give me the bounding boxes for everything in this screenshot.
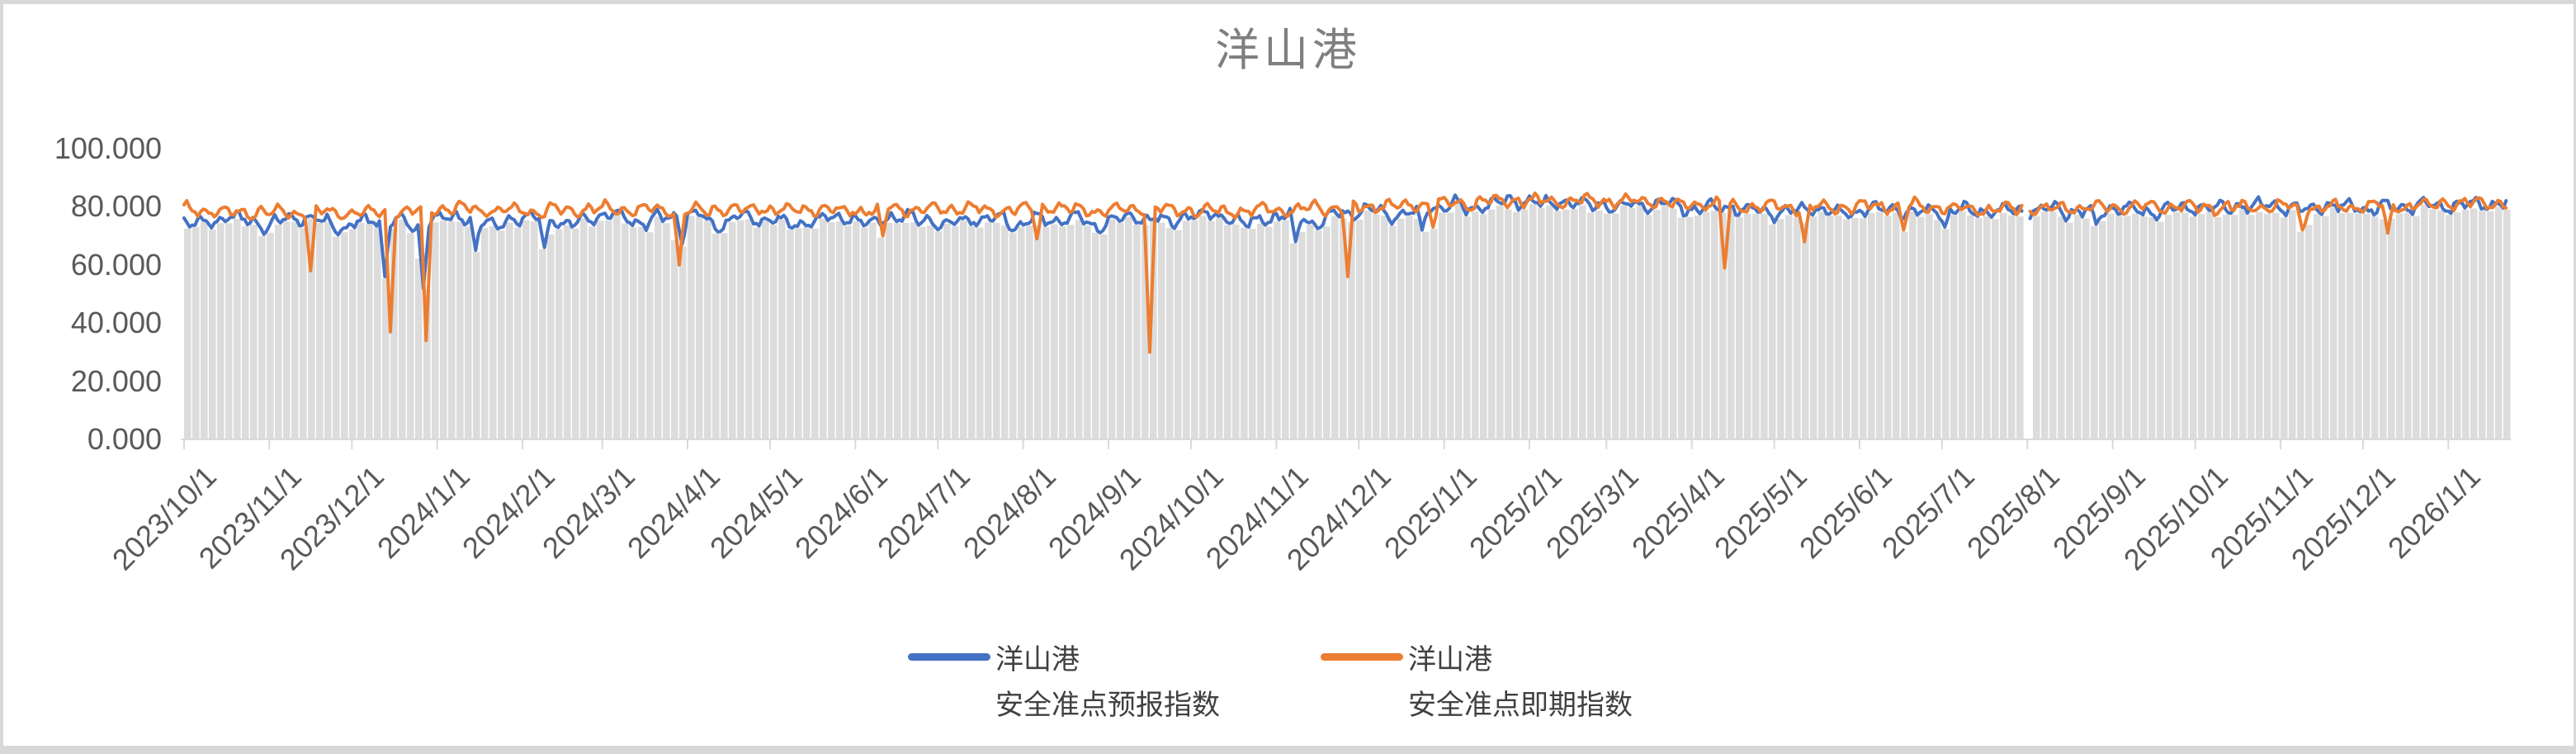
legend-entry-spot: 洋山港 安全准点即期指数 xyxy=(1321,638,1633,728)
legend: 洋山港 安全准点预报指数 洋山港 安全准点即期指数 xyxy=(0,638,2576,737)
legend-label-spot-line2: 安全准点即期指数 xyxy=(1408,690,1633,721)
legend-line-swatch-spot xyxy=(1321,653,1403,661)
spot-line-series xyxy=(182,191,2508,354)
legend-label-forecast-line1: 洋山港 xyxy=(995,644,1080,676)
y-axis-label: 100.000 xyxy=(54,131,162,165)
y-axis-label: 20.000 xyxy=(70,363,162,398)
legend-line-swatch-forecast xyxy=(908,653,990,661)
legend-entry-forecast: 洋山港 安全准点预报指数 xyxy=(908,638,1220,728)
background-bars xyxy=(184,204,2511,439)
legend-label-forecast-line2: 安全准点预报指数 xyxy=(995,690,1220,721)
y-axis-label: 0.000 xyxy=(87,422,162,456)
legend-label-spot: 洋山港 安全准点即期指数 xyxy=(1408,638,1633,728)
y-axis-label: 40.000 xyxy=(70,306,162,340)
chart-title: 洋山港 xyxy=(1215,26,1361,75)
legend-label-spot-line1: 洋山港 xyxy=(1408,644,1492,676)
y-axis-label: 80.000 xyxy=(70,189,162,224)
y-axis-label: 60.000 xyxy=(70,247,162,282)
legend-label-forecast: 洋山港 安全准点预报指数 xyxy=(995,638,1220,728)
